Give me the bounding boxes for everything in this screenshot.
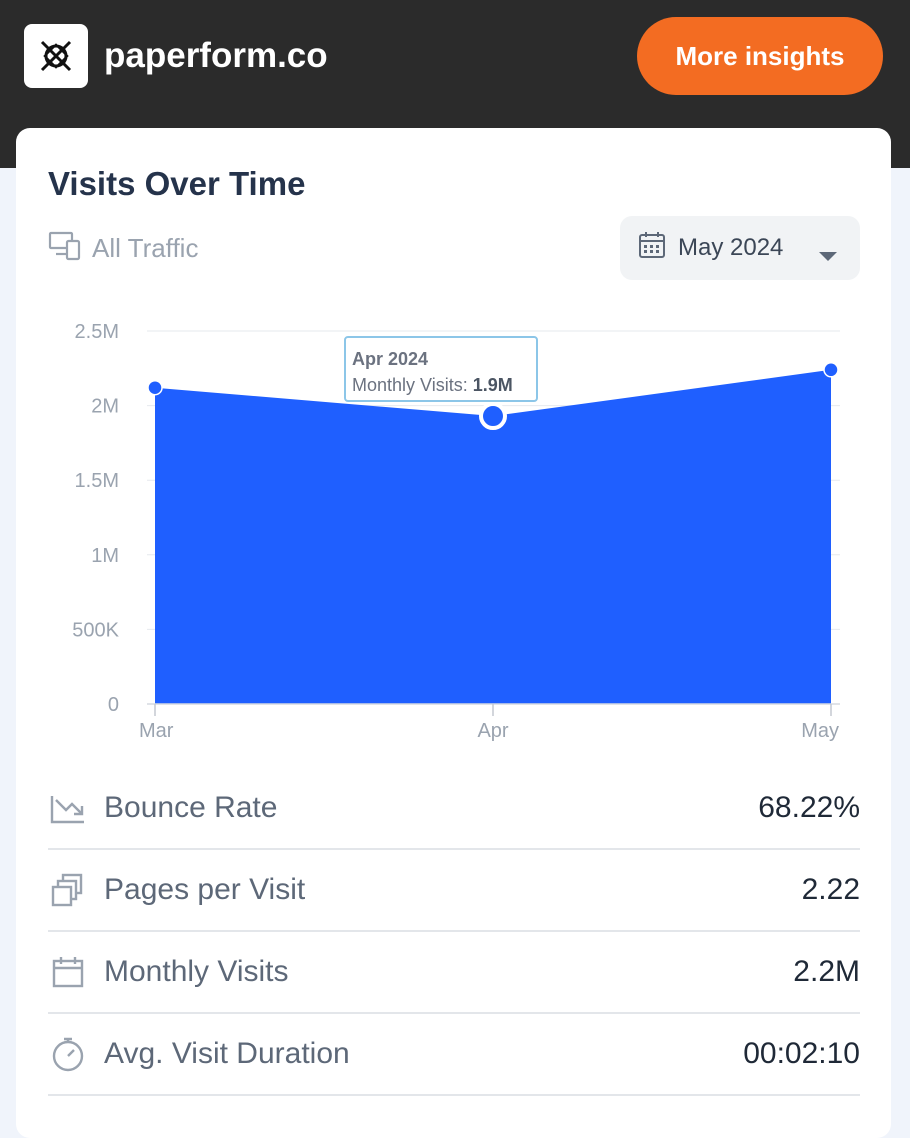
metric-label: Bounce Rate [104,791,278,824]
trend-down-icon [48,788,88,828]
visits-chart: 0 500K 1M 1.5M 2M 2.5M Mar Apr May [72,321,840,742]
data-point[interactable] [823,362,839,378]
tooltip-title: Apr 2024 [352,349,429,369]
date-label: May 2024 [678,234,784,261]
metric-label: Avg. Visit Duration [104,1037,350,1070]
tooltip-label: Monthly Visits: [352,375,468,395]
chart-tooltip: Apr 2024 Monthly Visits: 1.9M [344,336,538,402]
calendar-icon [638,231,666,266]
y-tick-label: 500K [72,619,119,641]
metric-value: 2.22 [801,873,860,906]
devices-icon [48,228,82,269]
visits-area [155,369,831,704]
stopwatch-icon [48,1034,88,1074]
metrics-list: Bounce Rate 68.22% Pages per Visit 2.22 [48,768,860,1096]
card-title: Visits Over Time [48,165,306,202]
chevron-down-icon [818,242,838,270]
visits-card: Visits Over Time All Traffic May 2024 0 5… [16,128,891,1138]
traffic-filter[interactable]: All Traffic [48,230,198,266]
tooltip-value: 1.9M [472,375,513,395]
x-tick-label: Mar [139,720,174,742]
data-point[interactable] [147,379,163,396]
pages-icon [48,870,88,910]
metric-label: Monthly Visits [104,955,289,988]
y-tick-label: 1M [91,545,119,567]
y-tick-label: 1.5M [75,470,119,492]
data-point-highlighted[interactable] [479,402,507,431]
site-name: paperform.co [104,36,328,75]
y-tick-label: 2M [91,396,119,418]
paperform-logo-icon [24,24,88,88]
date-dropdown[interactable]: May 2024 [620,216,860,280]
metric-value: 00:02:10 [743,1037,860,1070]
metric-value: 68.22% [758,791,860,824]
metric-row-avg-visit-duration: Avg. Visit Duration 00:02:10 [48,1014,860,1096]
more-insights-button[interactable]: More insights [637,17,883,95]
metric-row-bounce-rate: Bounce Rate 68.22% [48,768,860,850]
metric-row-monthly-visits: Monthly Visits 2.2M [48,932,860,1014]
tooltip-body: Monthly Visits: 1.9M [352,372,536,398]
metric-row-pages-per-visit: Pages per Visit 2.22 [48,850,860,932]
x-tick-label: Apr [477,720,508,742]
y-tick-label: 0 [108,694,119,716]
traffic-label: All Traffic [92,232,199,263]
y-tick-label: 2.5M [75,321,119,343]
x-tick-label: May [801,720,839,742]
calendar-icon [48,952,88,992]
metric-label: Pages per Visit [104,873,306,906]
metric-value: 2.2M [793,955,860,988]
